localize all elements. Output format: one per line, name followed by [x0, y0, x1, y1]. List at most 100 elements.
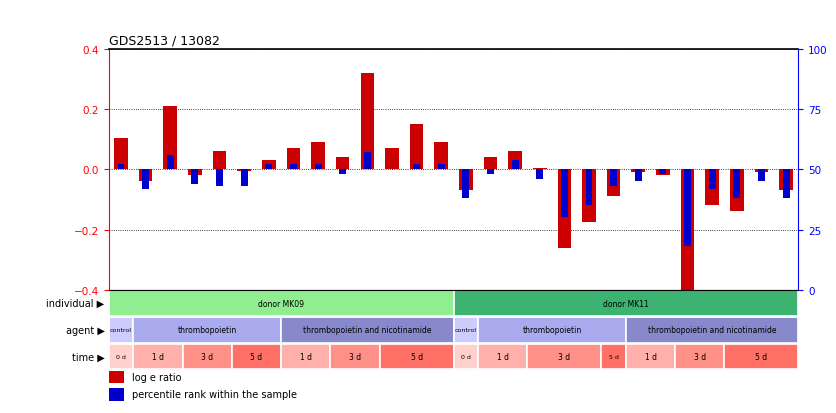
Text: GDS2513 / 13082: GDS2513 / 13082 [109, 35, 220, 47]
Bar [484, 158, 497, 170]
Bar [339, 170, 346, 175]
Bar [512, 160, 518, 170]
Bar [656, 170, 670, 176]
Bar [281, 317, 453, 343]
Bar [133, 317, 281, 343]
Bar [610, 170, 617, 187]
Bar [453, 317, 478, 343]
Text: 5 d: 5 d [410, 352, 423, 361]
Bar [558, 170, 571, 248]
Bar [730, 170, 743, 212]
Bar [438, 165, 445, 170]
Bar [139, 170, 152, 182]
Text: thrombopoietin and nicotinamide: thrombopoietin and nicotinamide [303, 325, 431, 335]
Bar [453, 344, 478, 369]
Text: percentile rank within the sample: percentile rank within the sample [132, 389, 297, 399]
Bar [631, 170, 645, 173]
Bar [758, 170, 765, 182]
Bar [635, 170, 642, 182]
Bar [733, 170, 740, 199]
Text: individual ▶: individual ▶ [46, 299, 104, 309]
Bar [314, 165, 322, 170]
Bar [782, 170, 789, 199]
Text: 5 d: 5 d [609, 354, 619, 359]
Text: 3 d: 3 d [558, 352, 570, 361]
Bar [232, 344, 281, 369]
Text: thrombopoietin: thrombopoietin [522, 325, 582, 335]
Bar [462, 170, 469, 199]
Bar [435, 143, 448, 170]
Bar [626, 344, 675, 369]
Bar [607, 170, 620, 197]
Text: thrombopoietin and nicotinamide: thrombopoietin and nicotinamide [648, 325, 777, 335]
Bar [133, 344, 182, 369]
Bar [311, 143, 325, 170]
Text: 0 d: 0 d [116, 354, 126, 359]
Bar [582, 170, 596, 223]
Bar [109, 344, 133, 369]
Text: 3 d: 3 d [349, 352, 361, 361]
Bar [626, 317, 798, 343]
Text: agent ▶: agent ▶ [65, 325, 104, 335]
Text: 1 d: 1 d [300, 352, 312, 361]
Bar [212, 152, 227, 170]
Bar [533, 169, 547, 170]
Bar [109, 371, 124, 383]
Bar [487, 170, 494, 175]
Bar [164, 107, 177, 170]
Bar [216, 170, 223, 187]
Bar [508, 152, 522, 170]
Bar [191, 170, 198, 184]
Text: 1 d: 1 d [645, 352, 656, 361]
Bar [188, 170, 201, 176]
Bar [142, 170, 149, 189]
Text: thrombopoietin: thrombopoietin [177, 325, 237, 335]
Bar [681, 170, 695, 293]
Bar [675, 344, 725, 369]
Bar [413, 165, 420, 170]
Bar [167, 155, 174, 170]
Text: 1 d: 1 d [152, 352, 164, 361]
Bar [459, 170, 472, 191]
Bar [561, 170, 568, 218]
Text: control: control [455, 328, 477, 332]
Bar [709, 170, 716, 189]
Bar [453, 291, 798, 316]
Bar [385, 149, 399, 170]
Bar [410, 125, 423, 170]
Bar [684, 170, 691, 247]
Text: donor MK09: donor MK09 [258, 299, 304, 308]
Bar [585, 170, 593, 206]
Bar [478, 317, 626, 343]
Bar [109, 388, 124, 401]
Bar [601, 344, 626, 369]
Bar [281, 344, 330, 369]
Text: 5 d: 5 d [756, 352, 767, 361]
Text: 1 d: 1 d [497, 352, 509, 361]
Bar [660, 170, 666, 175]
Bar [115, 138, 128, 170]
Bar [241, 170, 247, 187]
Bar [706, 170, 719, 206]
Bar [725, 344, 798, 369]
Bar [330, 344, 380, 369]
Text: donor MK11: donor MK11 [603, 299, 649, 308]
Bar [779, 170, 793, 191]
Bar [380, 344, 453, 369]
Text: 3 d: 3 d [694, 352, 706, 361]
Bar [237, 170, 251, 171]
Text: control: control [110, 328, 132, 332]
Text: 0 d: 0 d [461, 354, 471, 359]
Text: 5 d: 5 d [251, 352, 263, 361]
Bar [336, 158, 349, 170]
Bar [118, 165, 125, 170]
Bar [755, 170, 768, 173]
Bar [109, 291, 453, 316]
Bar [478, 344, 528, 369]
Bar [265, 165, 273, 170]
Bar [364, 153, 371, 170]
Bar [109, 317, 133, 343]
Text: log e ratio: log e ratio [132, 372, 181, 382]
Text: 3 d: 3 d [201, 352, 213, 361]
Bar [262, 161, 276, 170]
